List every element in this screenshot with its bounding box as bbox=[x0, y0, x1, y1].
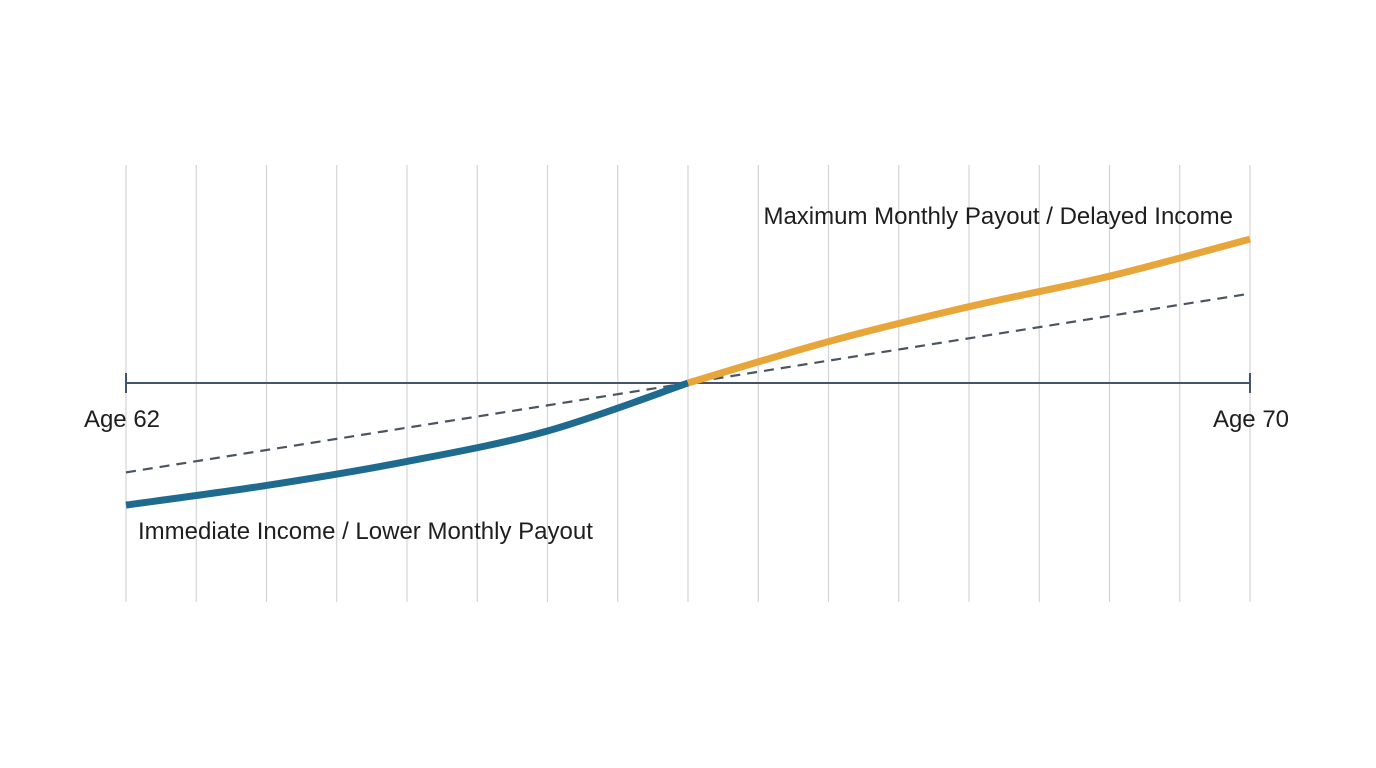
series-line-1 bbox=[687, 235, 1251, 387]
tick-label-start: Age 62 bbox=[84, 406, 160, 433]
series-line-0 bbox=[125, 379, 690, 509]
annotation-immediate-income: Immediate Income / Lower Monthly Payout bbox=[138, 518, 593, 545]
annotation-delayed-income: Maximum Monthly Payout / Delayed Income bbox=[763, 203, 1233, 230]
tick-label-end: Age 70 bbox=[1213, 406, 1289, 433]
series-lines bbox=[125, 235, 1251, 509]
